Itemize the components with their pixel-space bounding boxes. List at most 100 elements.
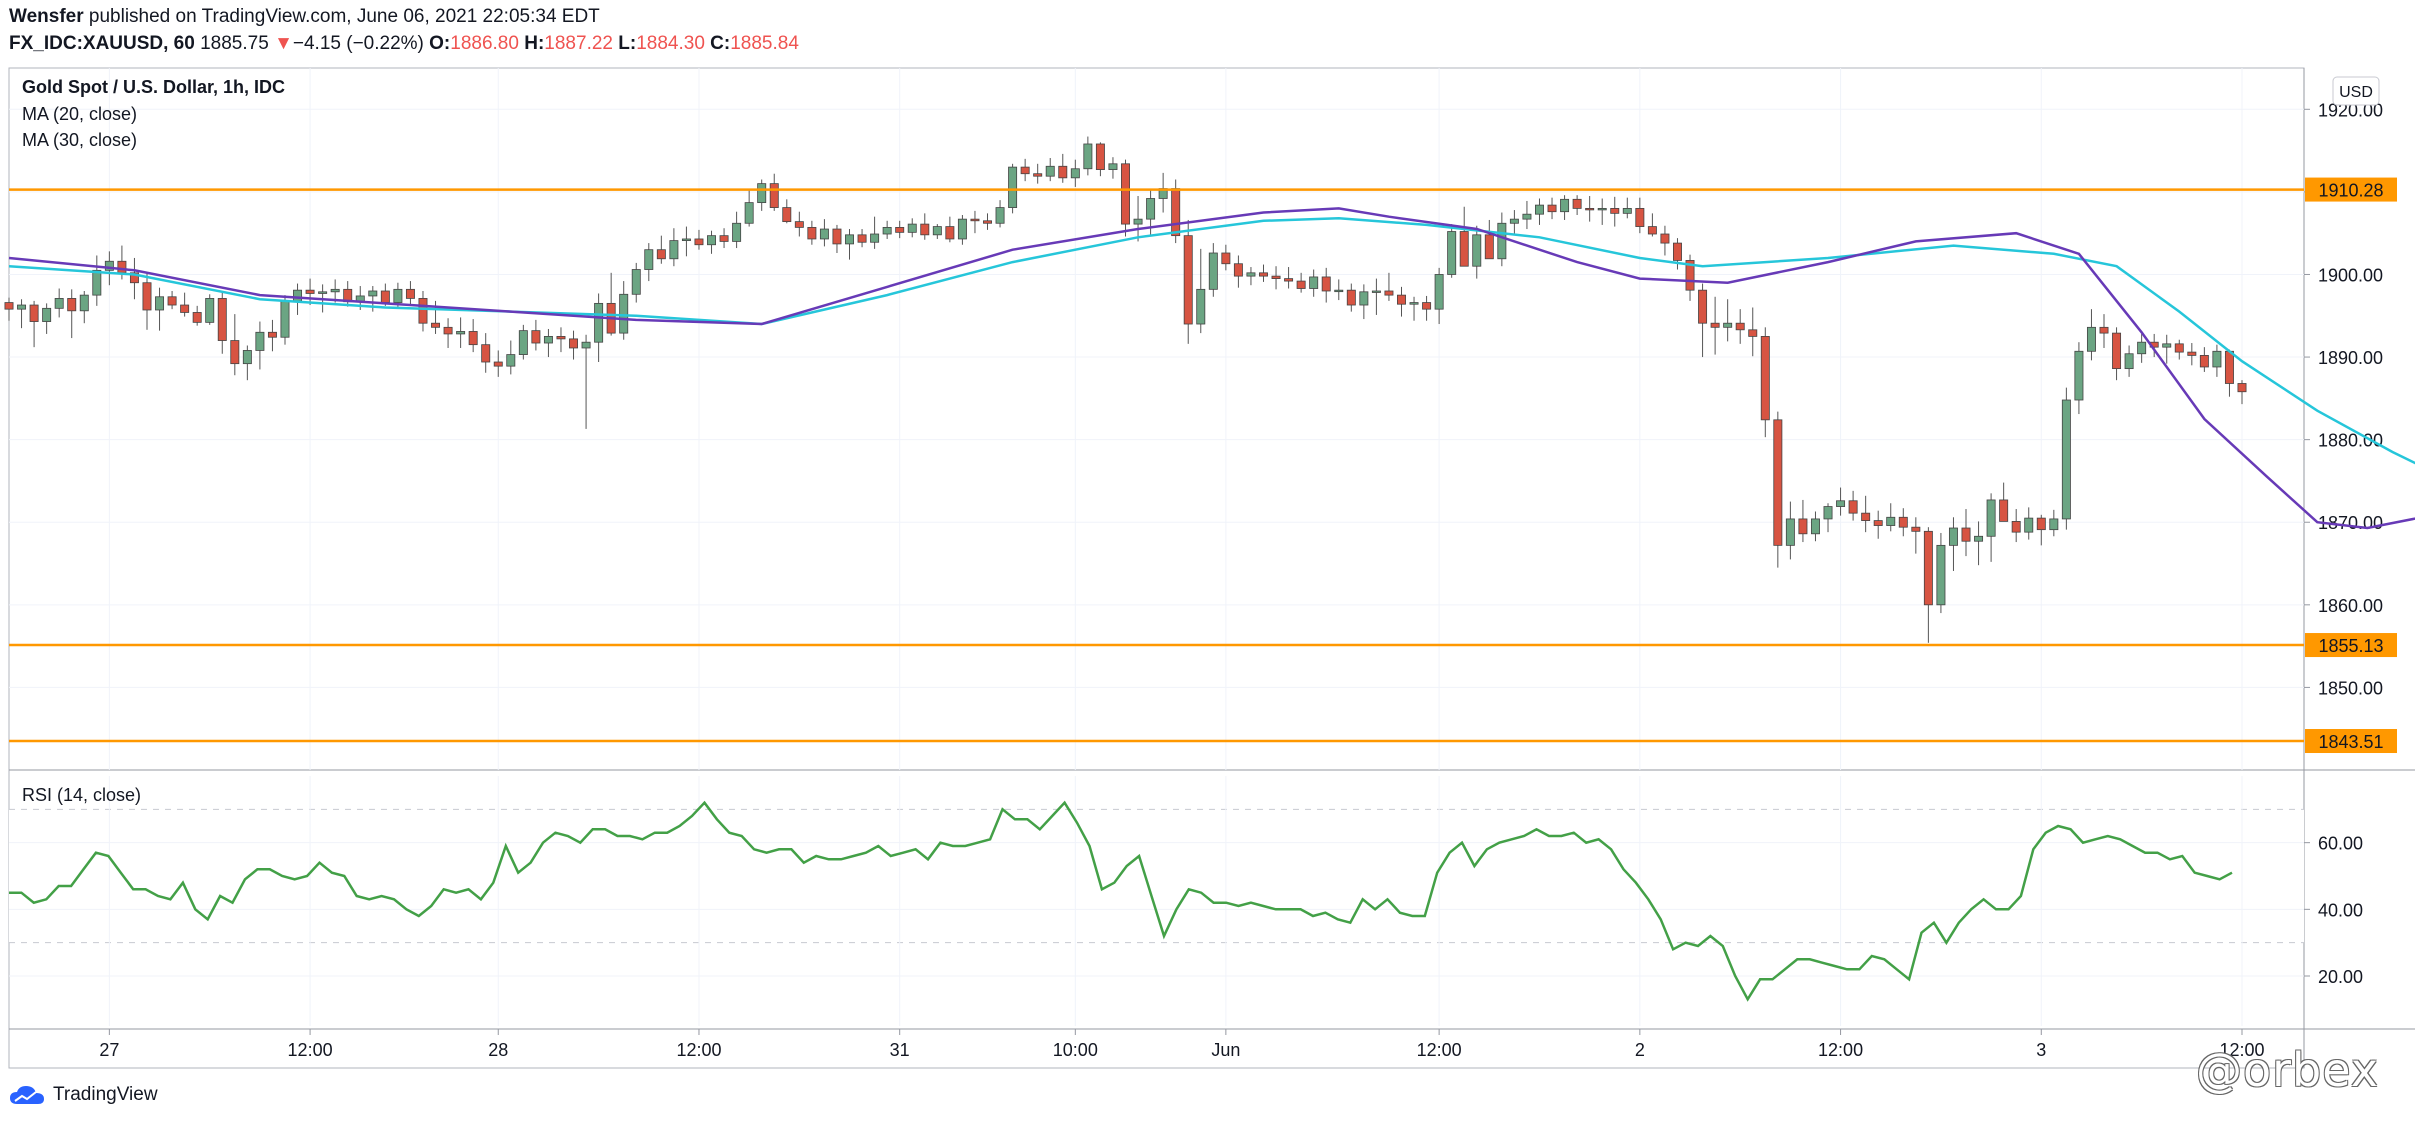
price-tick-label: 1880.00 [2318,431,2383,451]
candle-body [1284,278,1294,282]
time-tick-label: 12:00 [1417,1040,1462,1060]
candle-body [1647,226,1657,235]
time-tick-label: Jun [1211,1040,1240,1060]
symbol: FX_IDC:XAUUSD, 60 [9,33,195,54]
candle-body [1359,291,1369,306]
candle-body [1058,165,1068,179]
candle-body [518,330,528,355]
candle-body [769,183,779,208]
candle-body [569,338,578,349]
candle-body [707,235,716,246]
candle-body [1008,166,1018,208]
author[interactable]: Wensfer [9,6,84,27]
candle-body [1622,207,1632,214]
candle-body [1760,336,1770,421]
candle-body [882,226,892,235]
candle-body [1233,263,1243,277]
candle-body [1259,272,1268,277]
time-tick-label: 28 [488,1040,508,1060]
candle-body [2086,326,2096,352]
change: −4.15 (−0.22%) [292,33,424,54]
candle-body [970,218,980,222]
candle-body [669,240,679,260]
time-tick-label: 12:00 [676,1040,721,1060]
candle-body [1296,280,1306,289]
candle-body [1660,233,1670,244]
rsi-tick-label: 20.00 [2318,967,2363,987]
candle-body [1948,527,1958,546]
watermark: @orbex [2196,1043,2379,1097]
candle-body [1384,290,1394,296]
candle-body [1923,530,1933,606]
candle-body [732,222,742,242]
tradingview-logo[interactable]: TradingView [9,1084,158,1106]
ma30-line [8,217,2415,465]
candle-body [581,341,591,349]
candle-body [2011,521,2021,533]
candle-body [1108,163,1118,170]
candle-body [1146,198,1156,220]
candle-body [54,298,64,309]
close-label: C: [710,33,731,54]
low-value: 1884.30 [636,33,705,54]
candle-body [2162,343,2172,348]
time-tick-label: 12:00 [1818,1040,1863,1060]
candle-body [1346,289,1356,306]
time-tick-label: 31 [890,1040,910,1060]
candle-body [1121,163,1130,225]
price-tick-label: 1890.00 [2318,348,2383,368]
level-label: 1843.51 [2318,732,2383,752]
candle-body [1447,231,1457,275]
rsi-tick-label: 60.00 [2318,834,2363,854]
cloud-icon [10,1086,44,1104]
candle-body [1861,512,1871,521]
candle-body [656,249,666,260]
close-value: 1885.84 [730,33,799,54]
candle-body [456,331,466,335]
level-label: 1855.13 [2318,636,2383,656]
candle-body [1936,544,1946,606]
candle-body [995,207,1005,224]
candle-body [794,221,804,228]
candle-body [782,207,792,223]
candle-body [1798,518,1808,535]
legend-ma20: MA (20, close) [22,104,137,124]
legend-title: Gold Spot / U.S. Dollar, 1h, IDC [22,77,285,97]
candle-body [280,300,290,338]
candle-body [543,336,553,344]
candle-body [1535,204,1544,215]
candle-body [1095,143,1105,170]
time-tick-label: 12:00 [288,1040,333,1060]
candle-body [267,331,277,338]
candle-body [1748,329,1758,337]
candle-body [531,330,541,344]
candle-body [719,235,729,242]
symbol-ohlc-bar: FX_IDC:XAUUSD, 60 1885.75 ▼−4.15 (−0.22%… [9,31,799,57]
candle-body [1597,207,1607,211]
candle-body [67,298,77,312]
candle-body [1246,272,1256,277]
candle-body [493,361,503,367]
currency-badge [2332,76,2380,106]
candle-body [594,302,604,343]
candle-body [1635,207,1645,227]
candle-body [870,233,880,243]
candle-body [1823,506,1833,520]
candle-body [907,223,917,233]
candle-body [92,269,102,296]
candle-body [1710,322,1720,328]
candle-body [1898,516,1908,528]
candle-body [2137,341,2147,355]
candle-body [644,249,654,270]
rsi-band [9,809,2304,943]
candle-body [556,336,566,340]
candle-body [506,354,516,367]
price-tick-label: 1850.00 [2318,678,2383,698]
candle-body [17,304,27,310]
candle-body [983,220,992,224]
candle-body [2061,399,2071,520]
candle-body [1472,234,1482,267]
candle-body [1221,252,1231,265]
candle-body [1673,242,1682,261]
